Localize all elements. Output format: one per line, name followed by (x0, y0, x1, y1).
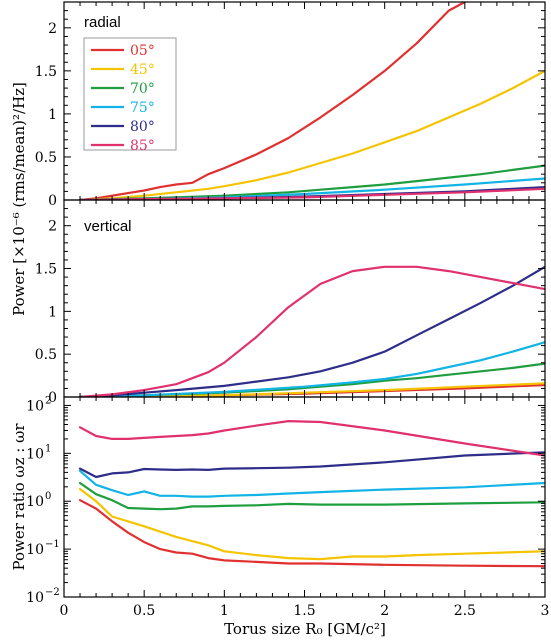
x-tick-label: 1.5 (293, 603, 315, 619)
x-tick-label: 3 (541, 603, 550, 619)
series-line-80-panel-3 (78, 451, 545, 479)
x-tick-label: 2.5 (454, 603, 476, 619)
x-axis-title: Torus size R₀ [GM/c²] (224, 620, 386, 638)
y-tick-label: 1.5 (35, 262, 57, 278)
panel-title-radial: radial (84, 14, 121, 31)
x-tick-label: 0 (60, 603, 69, 619)
y-tick-label-exponent: 1 (45, 443, 51, 454)
legend-label: 45° (130, 62, 155, 78)
y-tick-label: 10 (26, 494, 44, 510)
series-line-75-panel-2 (78, 341, 545, 397)
series-line-70-panel-3 (78, 481, 545, 511)
series-group-2 (78, 265, 545, 397)
legend-label: 70° (130, 81, 155, 97)
y-tick-label: 10 (26, 398, 44, 414)
y-tick-label-exponent: 0 (45, 491, 51, 502)
y-tick-label-exponent: −2 (45, 587, 60, 598)
series-line-70-panel-1 (78, 164, 545, 200)
x-tick-label: 2 (380, 603, 389, 619)
legend-label: 80° (130, 119, 155, 135)
series-line-80-panel-2 (78, 265, 545, 397)
y-tick-label: 10 (26, 542, 44, 558)
y-tick-label-exponent: −1 (45, 539, 60, 550)
y-tick-label: 1 (48, 304, 57, 320)
legend-label: 05° (130, 43, 155, 59)
y-tick-label: 10 (26, 590, 44, 606)
y-tick-label: 0.5 (35, 150, 57, 166)
y-tick-label: 10 (26, 446, 44, 462)
y-tick-label: 2 (48, 219, 57, 235)
legend: 05° 45° 70° 75° 80° 85° (83, 37, 177, 154)
y-tick-label: 2 (48, 21, 57, 37)
legend-label: 75° (130, 100, 155, 116)
y-tick-label: 1.5 (35, 64, 57, 80)
series-group-3 (78, 420, 545, 568)
series-line-45-panel-1 (78, 69, 545, 200)
y-axis-title-ratio: Power ratio ωz : ωr (10, 423, 28, 571)
legend-box (83, 37, 177, 151)
legend-entries: 05° 45° 70° 75° 80° 85° (91, 43, 155, 154)
panel-1: 0 0.5 1 1.5 2 (35, 1, 546, 209)
y-tick-label: 0 (48, 390, 57, 406)
series-line-85-panel-2 (78, 265, 545, 397)
y-axis-title-power: Power [×10⁻⁶ (rms/mean)²/Hz] (10, 82, 28, 316)
series-line-75-panel-3 (78, 469, 545, 498)
x-tick-label: 1 (220, 603, 229, 619)
y-tick-label: 0 (48, 193, 57, 209)
x-tick-label: 0.5 (133, 603, 155, 619)
panel-2: 0 0.5 1 1.5 2 (35, 199, 546, 406)
series-line-05-panel-1 (78, 2, 466, 200)
legend-label: 85° (130, 138, 155, 154)
panel-frame (63, 396, 546, 598)
y-tick-label-exponent: 2 (45, 395, 51, 406)
y-tick-label: 1 (48, 107, 57, 123)
series-line-45-panel-3 (78, 487, 545, 561)
series-line-05-panel-3 (78, 499, 545, 568)
series-line-85-panel-3 (78, 420, 545, 457)
y-tick-label: 0.5 (35, 347, 57, 363)
panel-title-vertical: vertical (84, 218, 132, 235)
panel-frame (63, 199, 546, 398)
